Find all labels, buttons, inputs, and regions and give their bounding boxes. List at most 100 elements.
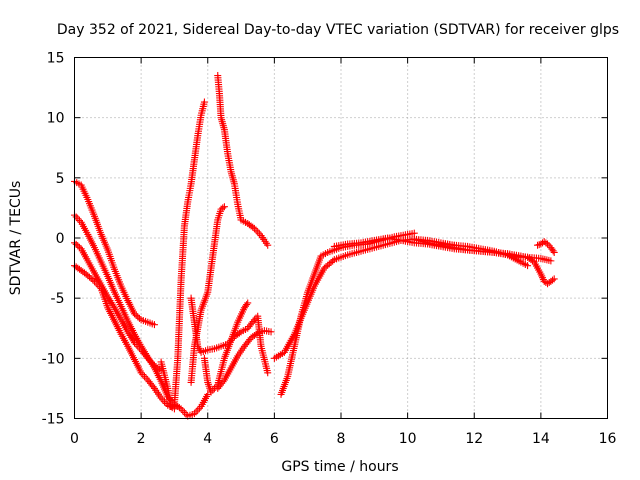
data-point-run bbox=[199, 347, 210, 356]
data-point-run bbox=[311, 266, 327, 288]
data-point-run bbox=[542, 239, 550, 247]
data-point-run bbox=[548, 245, 557, 255]
data-point-run bbox=[198, 100, 208, 117]
data-point-run bbox=[281, 332, 297, 354]
y-axis-label: SDTVAR / TECUs bbox=[8, 181, 24, 296]
data-point-run bbox=[195, 344, 204, 354]
data-point-run bbox=[242, 301, 251, 310]
data-point-run bbox=[319, 250, 329, 259]
data-point-run bbox=[207, 242, 218, 270]
series-arc-7 bbox=[200, 299, 252, 396]
data-point-run bbox=[82, 270, 97, 284]
data-point-run bbox=[92, 279, 103, 291]
data-point-run bbox=[221, 338, 234, 360]
data-point-run bbox=[72, 240, 83, 251]
data-point bbox=[150, 321, 158, 329]
data-point-run bbox=[311, 254, 324, 276]
data-series bbox=[71, 72, 558, 420]
data-point-run bbox=[145, 378, 157, 391]
series-arc-4 bbox=[71, 262, 178, 413]
data-point-run bbox=[179, 407, 190, 418]
data-point-run bbox=[78, 220, 91, 236]
data-point-run bbox=[222, 366, 234, 382]
data-point-run bbox=[187, 158, 198, 186]
data-point-run bbox=[98, 260, 111, 278]
data-point-run bbox=[201, 357, 211, 384]
data-point-run bbox=[526, 253, 543, 262]
data-point-run bbox=[301, 284, 318, 312]
data-point-run bbox=[242, 336, 254, 349]
data-point-run bbox=[224, 152, 235, 174]
data-point-run bbox=[118, 332, 131, 348]
y-tick-label: -10 bbox=[42, 351, 65, 367]
data-point bbox=[410, 229, 418, 237]
data-point-run bbox=[258, 345, 271, 375]
data-point-run bbox=[549, 276, 557, 284]
data-point-run bbox=[406, 230, 416, 238]
data-point-run bbox=[263, 327, 273, 335]
y-tick-label: -5 bbox=[51, 291, 65, 307]
series-arc-9 bbox=[214, 72, 272, 249]
data-point-run bbox=[152, 363, 163, 373]
data-point-run bbox=[346, 248, 363, 258]
series-arc-16 bbox=[534, 238, 558, 256]
data-point-run bbox=[291, 308, 308, 336]
data-point-run bbox=[171, 357, 182, 406]
data-point-run bbox=[118, 318, 131, 334]
data-point-run bbox=[219, 341, 230, 349]
y-tick-labels: 15 10 5 0 -5 -10 -15 bbox=[42, 51, 65, 428]
data-point bbox=[524, 262, 532, 270]
data-point-run bbox=[214, 74, 223, 95]
data-point bbox=[264, 369, 272, 377]
data-point-run bbox=[235, 306, 247, 324]
data-point-run bbox=[214, 207, 224, 222]
data-point-run bbox=[85, 232, 98, 250]
data-point-run bbox=[322, 257, 337, 271]
data-point-run bbox=[399, 237, 416, 246]
y-tick-label: -15 bbox=[42, 412, 65, 428]
data-point-run bbox=[333, 252, 349, 263]
data-point-run bbox=[98, 287, 111, 310]
series-arc-5 bbox=[157, 98, 208, 410]
data-point-run bbox=[125, 319, 138, 336]
data-point-run bbox=[278, 374, 291, 396]
data-point-run bbox=[158, 360, 171, 390]
data-point-run bbox=[214, 357, 228, 387]
data-point-run bbox=[413, 236, 429, 246]
x-tick-label: 12 bbox=[465, 431, 483, 447]
data-point-run bbox=[91, 214, 104, 236]
data-point-run bbox=[132, 311, 143, 322]
data-point-run bbox=[192, 404, 203, 416]
data-point-run bbox=[112, 306, 124, 322]
data-point-run bbox=[125, 298, 138, 316]
data-point-run bbox=[105, 295, 117, 310]
x-tick-label: 16 bbox=[599, 431, 617, 447]
data-point bbox=[200, 98, 208, 106]
data-point-run bbox=[118, 284, 131, 303]
data-point-run bbox=[249, 330, 260, 341]
data-point-run bbox=[519, 253, 529, 261]
data-point-run bbox=[231, 182, 241, 206]
data-point-run bbox=[132, 332, 144, 348]
data-point-run bbox=[105, 248, 118, 271]
data-point bbox=[267, 328, 275, 336]
series-arc-8 bbox=[187, 203, 228, 386]
data-point-run bbox=[105, 306, 118, 323]
data-point-run bbox=[326, 247, 336, 256]
data-point-run bbox=[211, 218, 221, 246]
x-tick-labels: 0 2 4 6 8 10 12 14 16 bbox=[70, 431, 616, 447]
data-point-run bbox=[98, 232, 111, 252]
x-tick-label: 4 bbox=[203, 431, 212, 447]
data-point bbox=[220, 203, 228, 211]
data-point-run bbox=[216, 92, 225, 119]
data-point-run bbox=[111, 267, 124, 288]
plot-frame bbox=[74, 57, 608, 419]
data-point-run bbox=[184, 182, 195, 204]
data-point-run bbox=[151, 366, 164, 383]
data-point-run bbox=[525, 254, 537, 265]
data-point-run bbox=[252, 226, 263, 238]
data-point-run bbox=[538, 272, 547, 284]
data-point bbox=[550, 248, 558, 256]
data-point-run bbox=[198, 392, 211, 408]
